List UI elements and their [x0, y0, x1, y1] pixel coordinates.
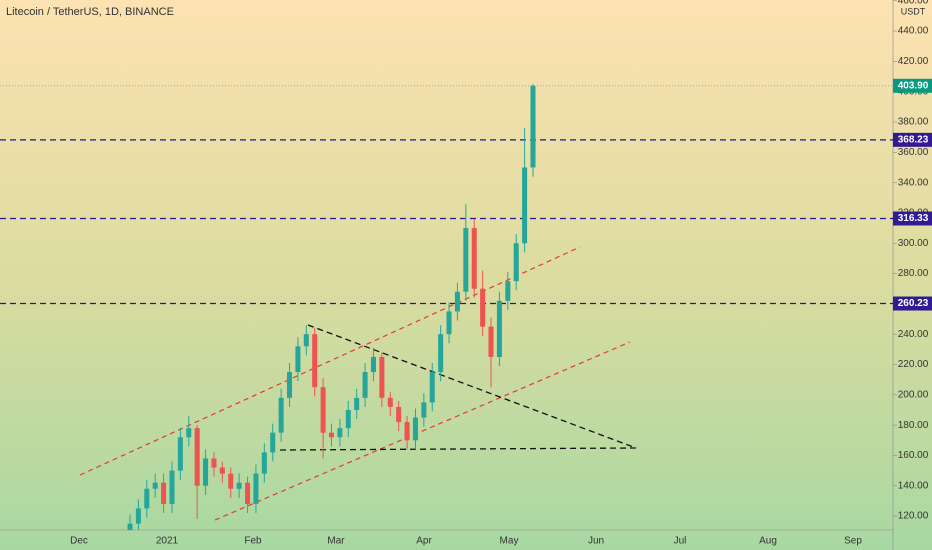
y-tick-label: 240.00 [898, 329, 929, 340]
candle-body [152, 482, 158, 489]
candle-body [513, 243, 519, 282]
level-label: 368.23 [898, 134, 929, 145]
candle-body [404, 422, 410, 441]
candle-body [421, 402, 427, 418]
level-tag [893, 211, 932, 226]
y-tick-label: 340.00 [898, 177, 929, 188]
y-tick-label: 380.00 [898, 117, 929, 128]
candle-body [438, 334, 444, 373]
candle-body [177, 437, 183, 471]
y-tick-label: 180.00 [898, 420, 929, 431]
candle-body [396, 406, 402, 423]
last-price-tag [893, 78, 932, 93]
candle-body [354, 397, 360, 410]
candle-body [203, 458, 209, 486]
level-tag [893, 296, 932, 311]
channel-upper [79, 246, 581, 476]
candle-body [287, 372, 293, 398]
candle-body [295, 346, 301, 373]
y-tick-label: 440.00 [898, 26, 929, 37]
level-label: 260.23 [898, 298, 929, 309]
y-tick-label: 120.00 [898, 511, 929, 522]
candle-body [471, 228, 477, 289]
x-tick-label: Mar [327, 536, 345, 547]
candle-body [488, 326, 494, 357]
candle-body [412, 417, 418, 441]
candle-body [312, 334, 318, 388]
chart-title: Litecoin / TetherUS, 1D, BINANCE [6, 6, 174, 18]
y-tick-label: 160.00 [898, 450, 929, 461]
x-tick-label: Apr [416, 536, 432, 547]
plot-area [0, 84, 893, 530]
candle-body [144, 488, 150, 509]
candle-body [228, 473, 234, 489]
x-tick-label: Aug [759, 536, 777, 547]
last-price-label: 403.90 [898, 80, 929, 91]
level-tag [893, 132, 932, 147]
drawings [79, 246, 637, 521]
y-tick-label: 140.00 [898, 480, 929, 491]
y-tick-label: 200.00 [898, 389, 929, 400]
candle-body [379, 356, 385, 398]
candle-body [303, 334, 309, 347]
candle-body [245, 482, 251, 504]
candle-body [186, 428, 192, 438]
candle-body [362, 372, 368, 398]
y-tick-label: 360.00 [898, 147, 929, 158]
candle-body [345, 409, 351, 429]
candle-body [454, 291, 460, 312]
candle-body [522, 167, 528, 244]
candle-body [211, 458, 217, 468]
candle-body [127, 523, 133, 530]
y-tick-label: 220.00 [898, 359, 929, 370]
y-tick-label: 460.00 [898, 0, 929, 6]
candle-body [429, 372, 435, 403]
level-label: 316.33 [898, 213, 929, 224]
y-tick-label: 280.00 [898, 268, 929, 279]
candle-body [337, 428, 343, 438]
candle-body [261, 452, 267, 474]
candle-body [135, 508, 141, 524]
candle-body [161, 482, 167, 504]
candle-body [253, 473, 259, 504]
candle-body [219, 467, 225, 474]
x-tick-label: May [500, 536, 519, 547]
x-tick-label: Jun [588, 536, 604, 547]
candle-body [480, 288, 486, 327]
candle-body [505, 281, 511, 301]
candle-body [370, 356, 376, 373]
candle-body [236, 482, 242, 489]
x-tick-label: Sep [844, 536, 862, 547]
candle-body [530, 85, 536, 168]
candle-body [387, 397, 393, 407]
y-tick-label: 420.00 [898, 56, 929, 67]
candle-body [328, 432, 335, 438]
x-tick-label: 2021 [156, 536, 179, 547]
candle-body [463, 228, 469, 292]
candle-body [446, 311, 452, 335]
channel-lower [214, 341, 631, 521]
candle-body [169, 470, 175, 504]
x-tick-label: Dec [70, 536, 88, 547]
candle-body [194, 428, 200, 486]
candle-body [278, 397, 284, 433]
x-tick-label: Feb [244, 536, 262, 547]
candle-body [270, 432, 276, 453]
candle-body [320, 387, 326, 433]
y-tick-label: 300.00 [898, 238, 929, 249]
candle-body [496, 300, 502, 357]
y-unit: USDT [901, 6, 926, 16]
triangle-upper [307, 324, 637, 449]
x-tick-label: Jul [674, 536, 687, 547]
